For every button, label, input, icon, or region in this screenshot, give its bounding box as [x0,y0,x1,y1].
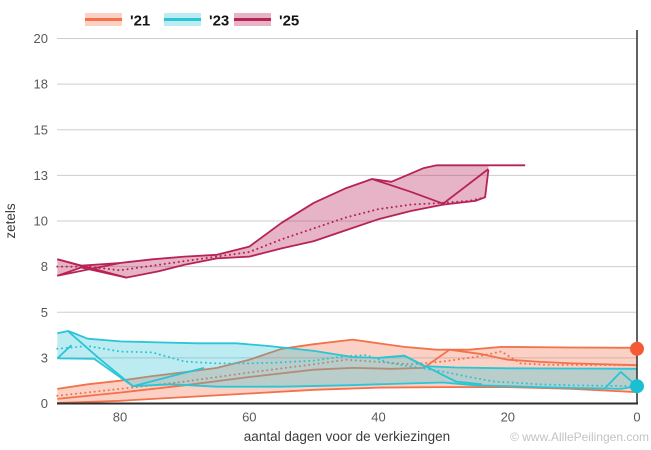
y-tick-label: 0 [41,396,48,411]
legend-label-21: '21 [130,13,150,30]
y-tick-label: 5 [41,305,48,320]
legend-label-25: '25 [279,13,299,30]
x-axis-title: aantal dagen voor de verkiezingen [244,429,450,444]
max-line [57,164,526,267]
poll-line [56,344,73,360]
poll-line [371,168,489,205]
x-tick-label: 80 [113,410,127,425]
poll-line [57,348,638,400]
x-tick-label: 60 [242,410,256,425]
y-tick-label: 10 [34,214,48,229]
min-line [57,169,490,279]
poll-line [604,371,638,390]
legend-label-23: '23 [209,13,229,30]
min-line [57,357,638,390]
band-area [57,331,638,389]
y-tick-label: 13 [34,168,48,183]
series-layer [56,164,638,404]
y-tick-labels: 0 3 5 8 10 13 15 18 20 [34,31,48,411]
legend-item-25: '25 [234,13,299,30]
legend: '21 '23 '25 [85,13,299,30]
y-tick-label: 18 [34,77,48,92]
x-tick-label: 0 [633,410,640,425]
y-tick-label: 15 [34,122,48,137]
y-tick-label: 20 [34,31,48,46]
series-23 [56,330,638,390]
legend-item-21: '21 [85,13,150,30]
latest-value-dot [630,379,644,394]
max-line [57,338,638,390]
latest-value-dot [630,341,644,356]
y-axis-title: zetels [3,203,18,239]
x-tick-labels: 80 60 40 20 0 [113,410,641,425]
x-tick-label: 40 [371,410,385,425]
max-line [57,330,638,370]
y-tick-label: 3 [41,350,48,365]
grid-layer [57,38,637,404]
axes-spines [57,30,638,405]
average-dotted-line [56,344,638,388]
legend-item-23: '23 [164,13,229,30]
x-tick-label: 20 [501,410,515,425]
copyright-watermark: © www.AlllePeilingen.com [510,430,649,444]
series-25 [56,164,526,279]
y-tick-label: 8 [41,259,48,274]
band-area [57,165,489,278]
end-dot-layer [630,341,644,394]
